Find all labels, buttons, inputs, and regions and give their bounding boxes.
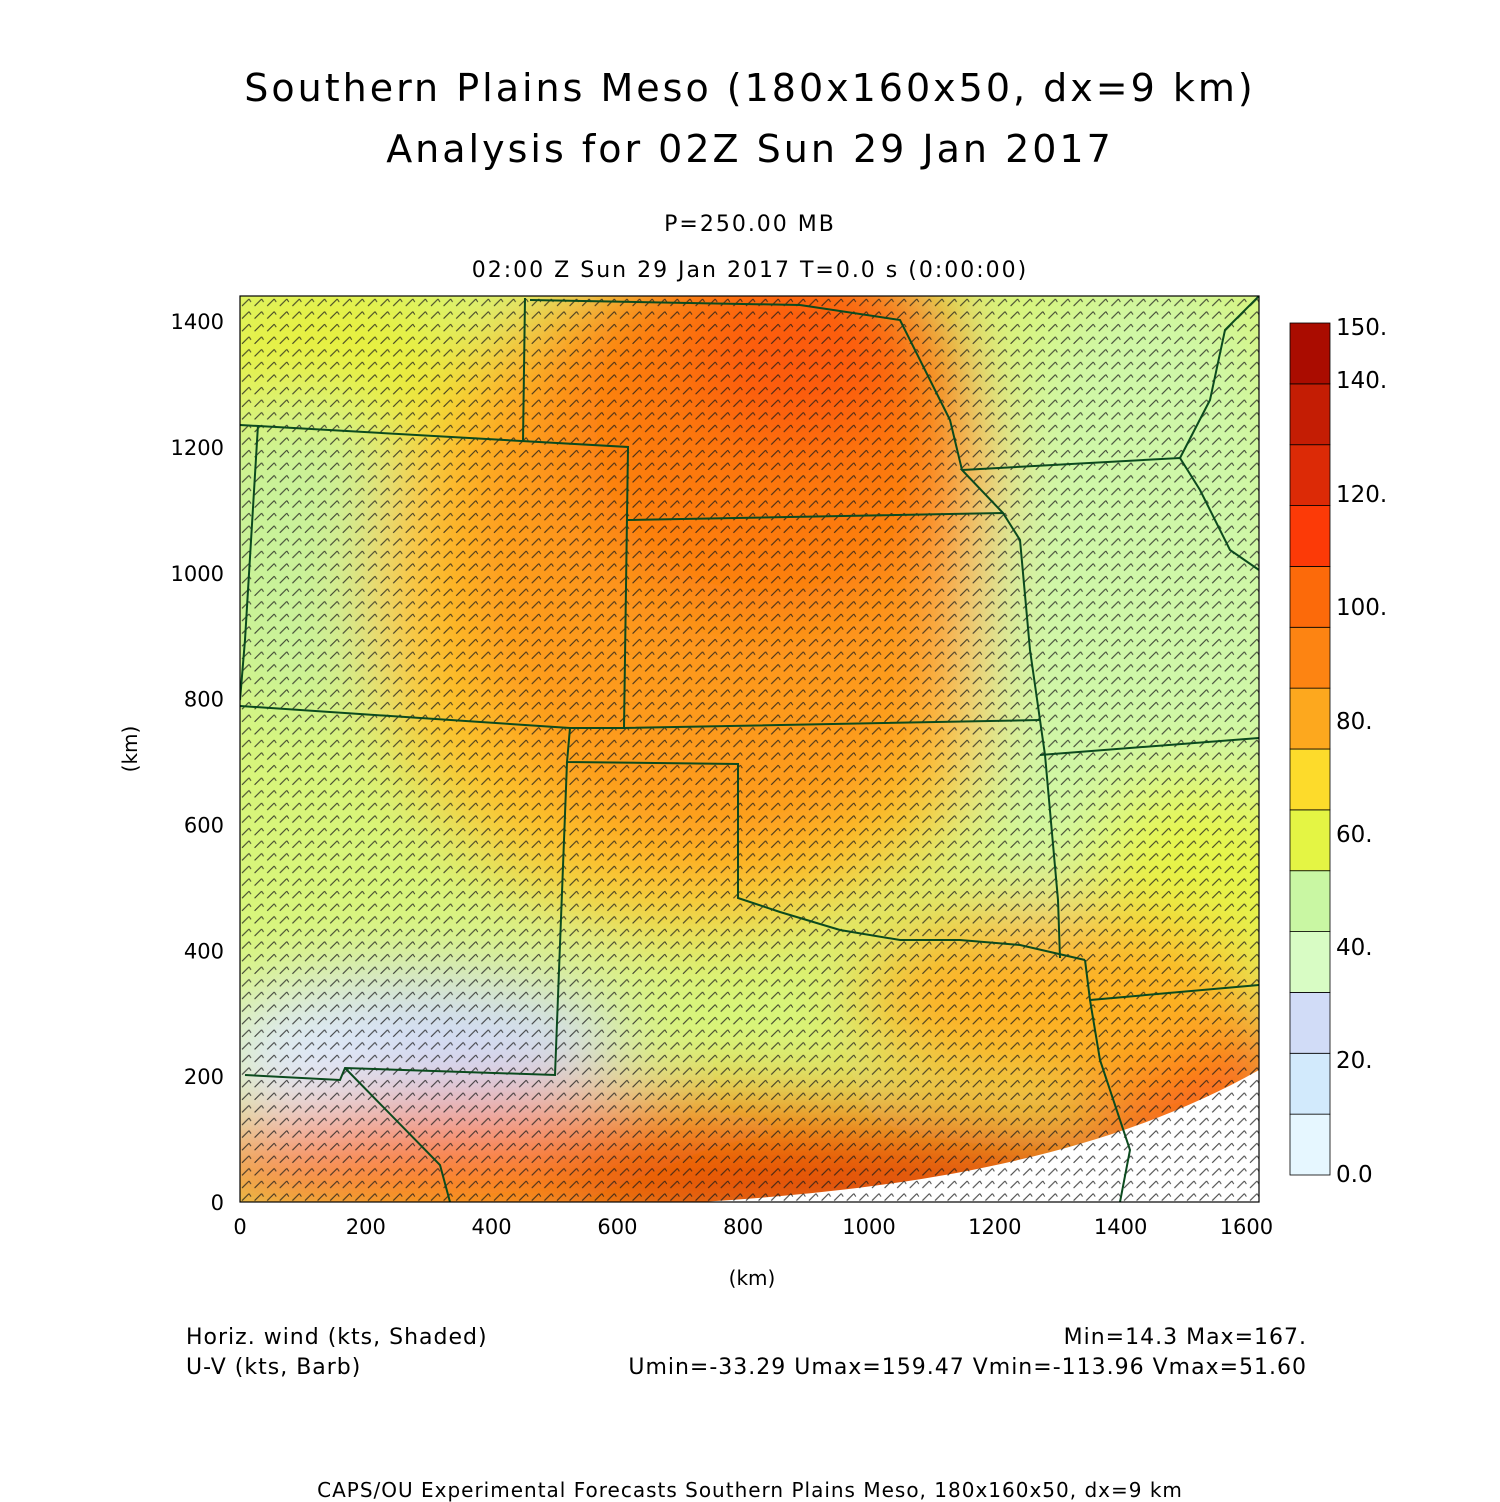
y-tick-label: 400	[184, 939, 224, 963]
footer-credit: CAPS/OU Experimental Forecasts Southern …	[317, 1478, 1183, 1502]
colorbar-swatch	[1289, 1052, 1331, 1115]
field-shaded-label: Horiz. wind (kts, Shaded)	[186, 1325, 488, 1350]
colorbar-label: 80.	[1336, 709, 1373, 735]
state-borders	[240, 296, 1259, 1202]
colorbar-swatch	[1289, 992, 1331, 1054]
colorbar-swatch	[1289, 870, 1331, 932]
x-tick-label: 1600	[1220, 1215, 1273, 1239]
colorbar-swatch	[1289, 1113, 1331, 1176]
title-line-2: Analysis for 02Z Sun 29 Jan 2017	[386, 127, 1114, 171]
y-tick-label: 800	[184, 688, 224, 712]
pressure-level: P=250.00 MB	[664, 212, 836, 237]
colorbar-label: 0.0	[1336, 1162, 1373, 1188]
x-tick-label: 1400	[1094, 1215, 1147, 1239]
y-tick-label: 200	[184, 1065, 224, 1089]
x-tick-label: 1200	[968, 1215, 1021, 1239]
y-axis-ticks: 0 200 400 600 800 1000 1200 1400	[171, 310, 224, 1215]
y-tick-label: 600	[184, 814, 224, 838]
colorbar-swatch	[1289, 505, 1331, 567]
colorbar-swatch	[1289, 809, 1331, 872]
x-tick-label: 1000	[842, 1215, 895, 1239]
y-tick-label: 1200	[171, 436, 224, 460]
y-tick-label: 1000	[171, 562, 224, 586]
colorbar-label: 150.	[1336, 315, 1387, 341]
x-tick-label: 800	[723, 1215, 763, 1239]
x-tick-label: 200	[346, 1215, 386, 1239]
colorbar-label: 60.	[1336, 822, 1373, 848]
min-max-stats: Min=14.3 Max=167.	[1063, 1325, 1307, 1350]
x-axis-label: (km)	[729, 1266, 776, 1290]
colorbar-label: 40.	[1336, 935, 1373, 961]
x-tick-label: 400	[472, 1215, 512, 1239]
y-tick-label: 1400	[171, 310, 224, 334]
colorbar-swatch	[1289, 626, 1331, 689]
colorbar-swatch	[1289, 383, 1331, 446]
colorbar	[1289, 322, 1331, 1176]
x-tick-label: 600	[597, 1215, 637, 1239]
colorbar-label: 140.	[1336, 368, 1387, 394]
colorbar-swatch	[1289, 748, 1331, 811]
title-line-1: Southern Plains Meso (180x160x50, dx=9 k…	[244, 66, 1256, 110]
colorbar-swatch	[1289, 931, 1331, 993]
colorbar-swatch	[1289, 444, 1331, 506]
x-axis-ticks: 0 200 400 600 800 1000 1200 1400 1600	[233, 1215, 1273, 1239]
uv-stats: Umin=-33.29 Umax=159.47 Vmin=-113.96 Vma…	[628, 1355, 1307, 1380]
colorbar-labels: 150. 140. 120. 100. 80. 60. 40. 20. 0.0	[1336, 315, 1387, 1188]
colorbar-swatch	[1289, 566, 1331, 628]
colorbar-swatch	[1289, 687, 1331, 750]
y-tick-label: 0	[211, 1191, 224, 1215]
colorbar-label: 20.	[1336, 1048, 1373, 1074]
plot-frame	[239, 295, 1260, 1203]
colorbar-swatch	[1289, 322, 1331, 385]
x-tick-label: 0	[233, 1215, 246, 1239]
y-axis-label: (km)	[118, 726, 142, 773]
valid-time: 02:00 Z Sun 29 Jan 2017 T=0.0 s (0:00:00…	[471, 258, 1029, 283]
colorbar-label: 120.	[1336, 482, 1387, 508]
colorbar-label: 100.	[1336, 595, 1387, 621]
wind-speed-shading	[240, 296, 1259, 1202]
field-barb-label: U-V (kts, Barb)	[186, 1355, 362, 1380]
